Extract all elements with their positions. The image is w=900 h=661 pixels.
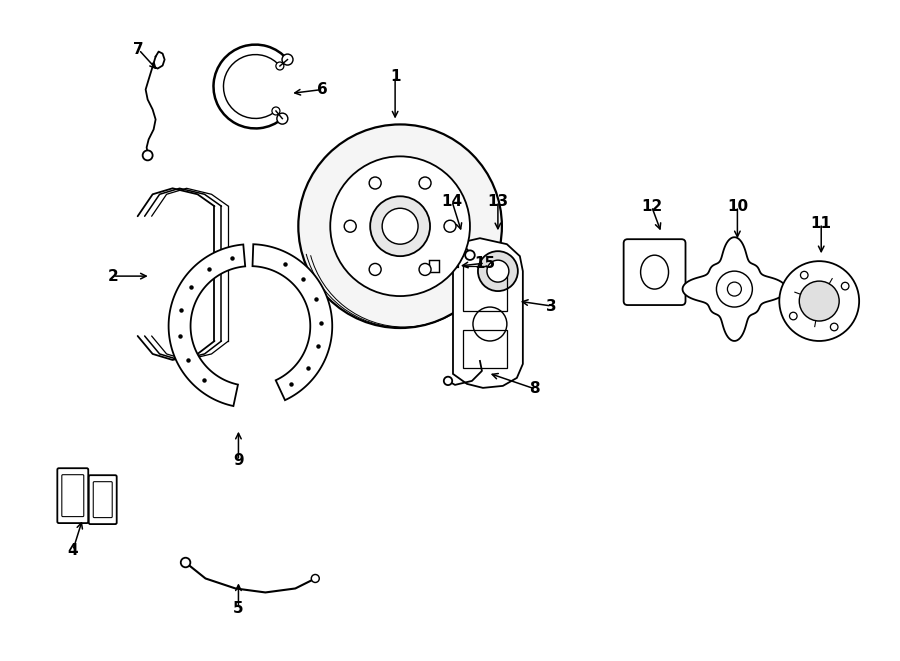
Text: 8: 8 [529, 381, 540, 397]
Polygon shape [682, 237, 787, 341]
Circle shape [419, 177, 431, 189]
Circle shape [181, 558, 190, 567]
Text: 6: 6 [317, 82, 328, 97]
Circle shape [478, 251, 518, 291]
Circle shape [444, 377, 452, 385]
Text: 9: 9 [233, 453, 244, 468]
Circle shape [779, 261, 860, 341]
Circle shape [382, 208, 418, 244]
Circle shape [800, 272, 808, 279]
Circle shape [330, 157, 470, 296]
Circle shape [789, 312, 797, 320]
Bar [463, 266, 507, 311]
Text: 5: 5 [233, 601, 244, 616]
Circle shape [831, 323, 838, 330]
Circle shape [842, 282, 849, 290]
Polygon shape [168, 245, 245, 406]
Text: 2: 2 [107, 268, 118, 284]
Circle shape [369, 264, 381, 276]
Circle shape [369, 177, 381, 189]
Circle shape [298, 124, 502, 328]
Bar [429, 260, 439, 272]
Polygon shape [253, 244, 332, 400]
Text: 12: 12 [641, 199, 662, 214]
Circle shape [444, 220, 456, 232]
Bar [463, 330, 507, 368]
Text: 14: 14 [441, 194, 463, 209]
Circle shape [487, 260, 508, 282]
Circle shape [311, 574, 320, 582]
Circle shape [272, 107, 280, 115]
Text: 1: 1 [390, 69, 400, 84]
Circle shape [277, 113, 288, 124]
Text: 4: 4 [68, 543, 78, 558]
Circle shape [276, 62, 284, 70]
FancyBboxPatch shape [624, 239, 686, 305]
Circle shape [142, 151, 153, 161]
Circle shape [799, 281, 839, 321]
Circle shape [370, 196, 430, 256]
Text: 10: 10 [727, 199, 748, 214]
FancyBboxPatch shape [89, 475, 117, 524]
Circle shape [344, 220, 356, 232]
Text: 7: 7 [133, 42, 144, 57]
Circle shape [465, 251, 474, 260]
Circle shape [282, 54, 293, 65]
FancyBboxPatch shape [58, 468, 88, 523]
Text: 15: 15 [474, 256, 496, 270]
Text: 3: 3 [546, 299, 557, 313]
Text: 13: 13 [487, 194, 508, 209]
Text: 11: 11 [811, 215, 832, 231]
Polygon shape [453, 238, 523, 388]
Circle shape [419, 264, 431, 276]
